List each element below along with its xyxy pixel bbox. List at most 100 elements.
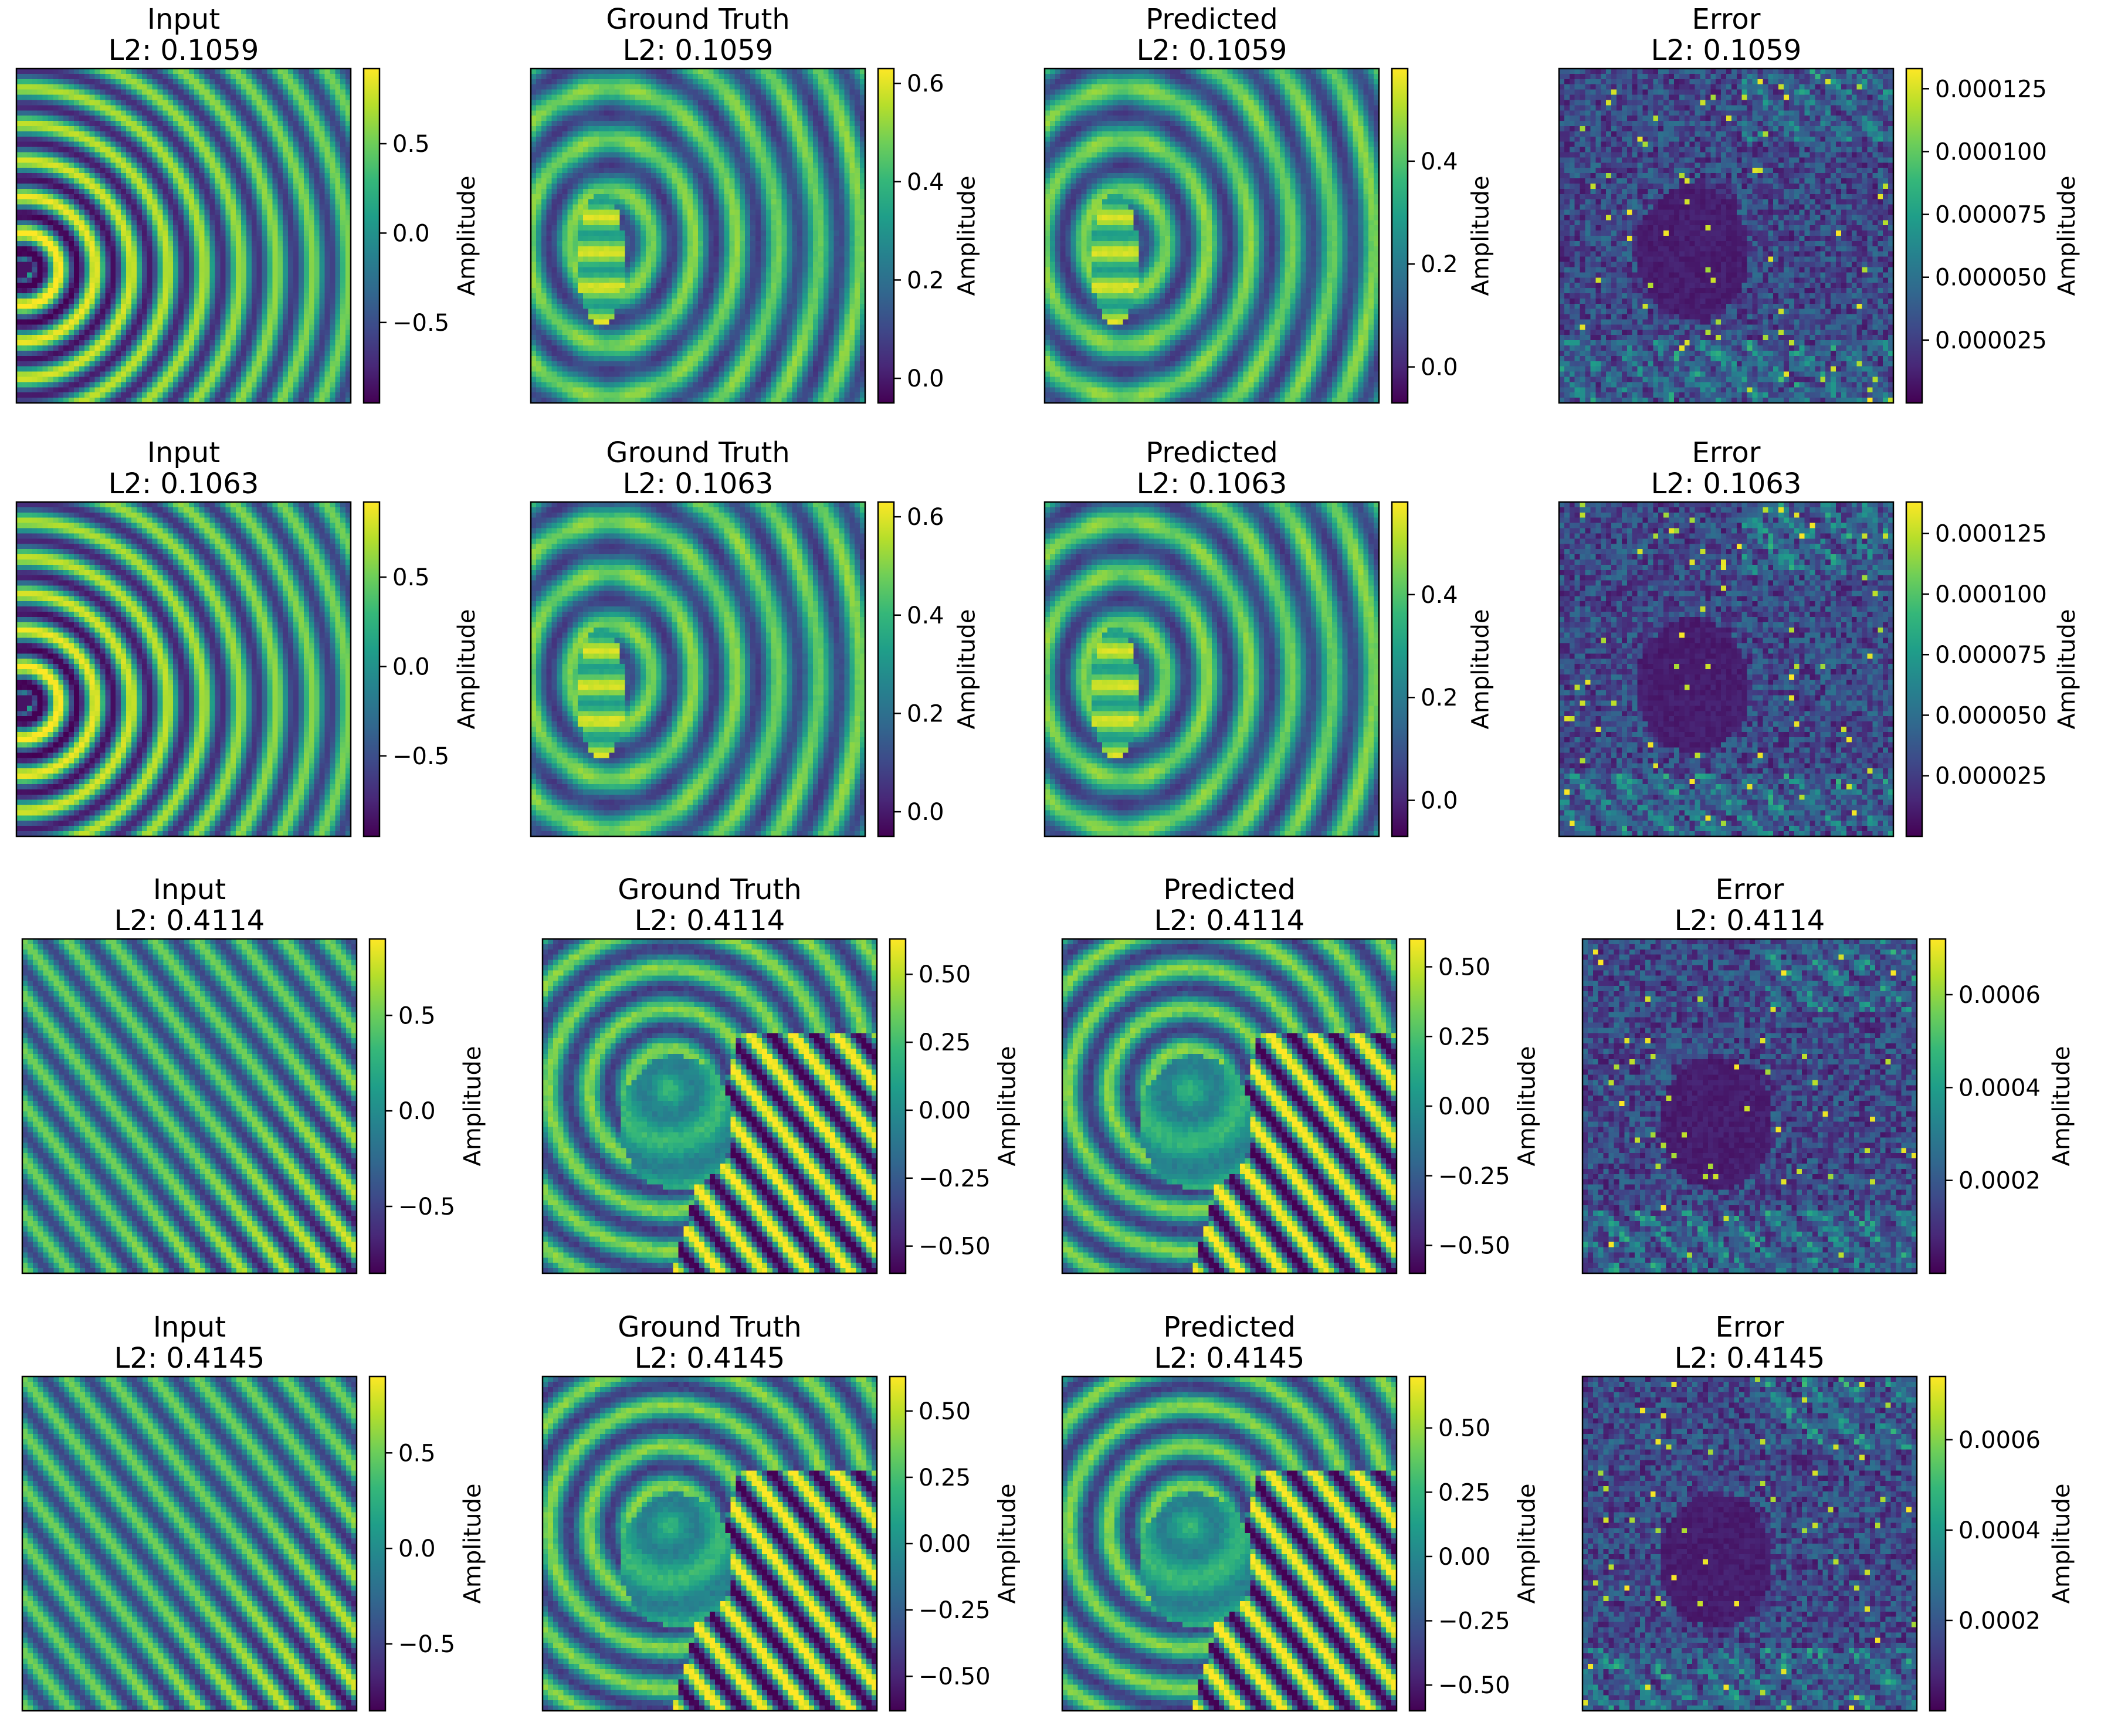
subplot-subtitle: L2: 0.1059 <box>109 34 259 67</box>
colorbar <box>877 67 895 404</box>
subplot-subtitle: L2: 0.4114 <box>635 904 785 937</box>
colorbar-tick-label: 0.2 <box>907 700 944 727</box>
colorbar-tick-label: −0.50 <box>1438 1672 1510 1699</box>
colorbar-label: Amplitude <box>2048 1484 2075 1604</box>
colorbar-label: Amplitude <box>2053 609 2080 730</box>
subplot-title: Input <box>147 3 220 36</box>
heatmap-frame <box>530 67 866 404</box>
colorbar-tick-label: 0.25 <box>919 1029 971 1056</box>
heatmap-frame <box>15 67 352 404</box>
subplot-title: Input <box>153 873 226 906</box>
heatmap-frame <box>1061 938 1398 1274</box>
colorbar <box>1905 67 1923 404</box>
colorbar-tick-label: 0.50 <box>919 1398 971 1425</box>
colorbar-tick-label: 0.000075 <box>1935 642 2047 669</box>
subplot-subtitle: L2: 0.4145 <box>1154 1342 1305 1375</box>
heatmap-image <box>1062 939 1397 1273</box>
colorbar-tick-label: 0.25 <box>1438 1023 1490 1050</box>
heatmap-image <box>1045 502 1379 836</box>
subplot-subtitle: L2: 0.1063 <box>1651 467 1802 500</box>
heatmap-frame <box>1043 501 1380 838</box>
subplot-title: Input <box>147 436 220 469</box>
colorbar-tick-label: 0.50 <box>1438 1415 1490 1442</box>
subplot-title: Predicted <box>1163 873 1295 906</box>
colorbar-label: Amplitude <box>2048 1046 2075 1167</box>
colorbar-tick-label: −0.5 <box>392 743 449 770</box>
colorbar-tick-label: 0.000125 <box>1935 76 2047 103</box>
subplot-subtitle: L2: 0.1063 <box>109 467 259 500</box>
subplot-title: Ground Truth <box>606 3 789 36</box>
colorbar-tick-label: 0.00 <box>1438 1093 1490 1120</box>
subplot-title: Input <box>153 1311 226 1344</box>
colorbar-tick-label: 0.0006 <box>1958 982 2041 1009</box>
heatmap-image <box>531 502 865 836</box>
subplot-subtitle: L2: 0.1059 <box>1137 34 1287 67</box>
colorbar-tick-label: 0.0002 <box>1958 1168 2041 1195</box>
colorbar-tick-label: 0.000100 <box>1935 581 2047 608</box>
colorbar-tick-label: −0.50 <box>919 1233 991 1260</box>
heatmap-image <box>1559 502 1893 836</box>
subplot-title: Ground Truth <box>606 436 789 469</box>
heatmap-image <box>1582 1376 1917 1711</box>
colorbar-tick-label: 0.0 <box>392 653 430 680</box>
heatmap-image <box>1582 939 1917 1273</box>
subplot-subtitle: L2: 0.1063 <box>623 467 774 500</box>
colorbar-label: Amplitude <box>453 609 480 730</box>
subplot-subtitle: L2: 0.4145 <box>114 1342 265 1375</box>
colorbar-label: Amplitude <box>994 1484 1021 1604</box>
colorbar-label: Amplitude <box>453 176 480 296</box>
colorbar <box>1929 1375 1947 1712</box>
colorbar-tick-label: 0.000075 <box>1935 202 2047 229</box>
colorbar-tick-label: 0.0 <box>907 365 944 392</box>
colorbar-tick-label: 0.0 <box>398 1535 436 1562</box>
colorbar-tick-label: 0.25 <box>919 1464 971 1491</box>
colorbar-tick-label: 0.4 <box>907 602 944 629</box>
heatmap-image <box>16 502 351 836</box>
subplot-subtitle: L2: 0.1063 <box>1137 467 1287 500</box>
colorbar <box>1905 501 1923 838</box>
colorbar-tick-label: 0.000050 <box>1935 265 2047 291</box>
heatmap-image <box>543 939 877 1273</box>
colorbar <box>877 501 895 838</box>
heatmap-frame <box>541 1375 878 1712</box>
colorbar-tick-label: 0.2 <box>907 267 944 294</box>
colorbar <box>368 1375 387 1712</box>
subplot-title: Ground Truth <box>618 1311 801 1344</box>
subplot-title: Predicted <box>1146 436 1277 469</box>
colorbar-tick-label: 0.0 <box>1421 788 1458 815</box>
colorbar-tick-label: −0.25 <box>1438 1163 1510 1190</box>
colorbar-tick-label: 0.000125 <box>1935 521 2047 548</box>
colorbar-tick-label: 0.25 <box>1438 1479 1490 1506</box>
heatmap-image <box>1559 69 1893 403</box>
colorbar-tick-label: 0.00 <box>1438 1544 1490 1571</box>
heatmap-frame <box>1581 938 1918 1274</box>
colorbar-tick-label: 0.000050 <box>1935 702 2047 729</box>
colorbar-tick-label: 0.50 <box>1438 954 1490 981</box>
subplot-title: Predicted <box>1163 1311 1295 1344</box>
colorbar <box>889 938 907 1274</box>
heatmap-frame <box>21 938 358 1274</box>
colorbar-label: Amplitude <box>2053 176 2080 296</box>
heatmap-frame <box>1581 1375 1918 1712</box>
colorbar-tick-label: 0.0004 <box>1958 1517 2041 1544</box>
colorbar <box>362 501 381 838</box>
colorbar-tick-label: 0.000100 <box>1935 138 2047 165</box>
colorbar-tick-label: 0.4 <box>1421 582 1458 609</box>
subplot-subtitle: L2: 0.1059 <box>1651 34 1802 67</box>
colorbar-tick-label: 0.0 <box>392 220 430 247</box>
subplot-title: Ground Truth <box>618 873 801 906</box>
colorbar-tick-label: −0.5 <box>398 1194 455 1220</box>
subplot-subtitle: L2: 0.4114 <box>1675 904 1825 937</box>
heatmap-frame <box>530 501 866 838</box>
subplot-title: Error <box>1692 436 1761 469</box>
colorbar-label: Amplitude <box>954 609 981 730</box>
